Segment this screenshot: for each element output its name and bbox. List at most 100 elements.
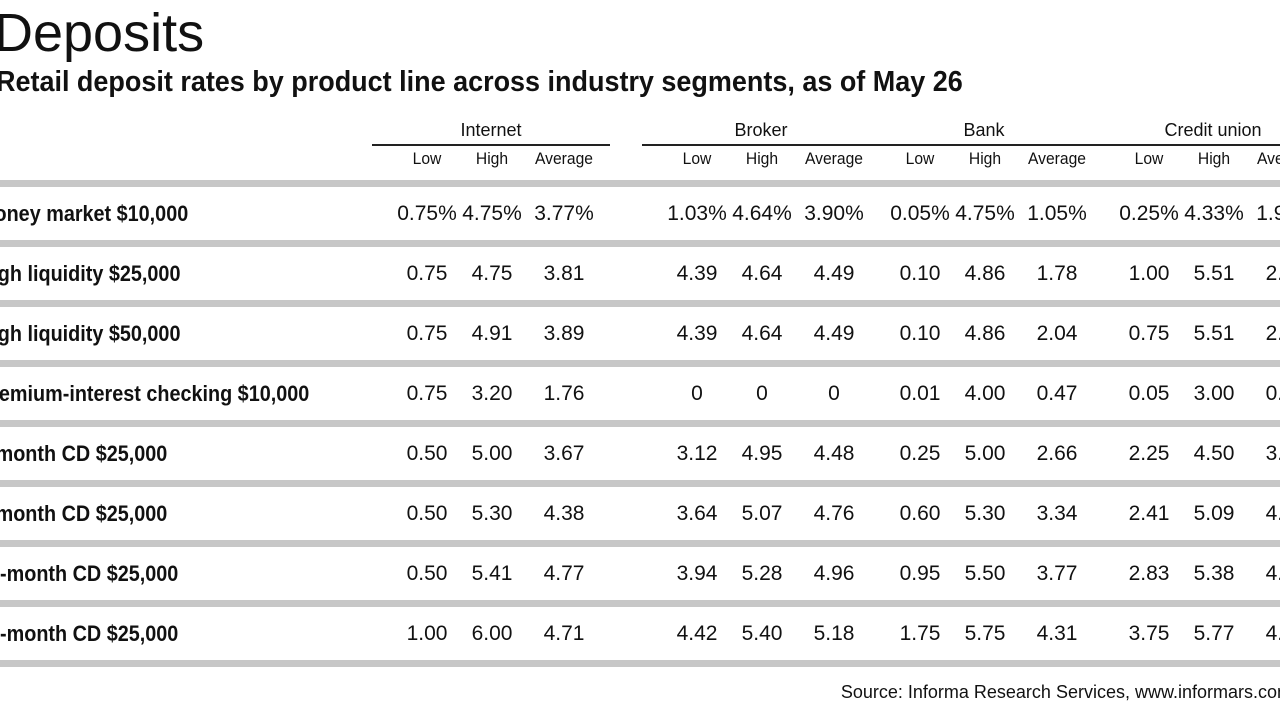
column-header: Average bbox=[1028, 149, 1086, 168]
table-cell: 4.38 bbox=[543, 502, 585, 525]
row-separator bbox=[0, 300, 1280, 307]
table-cell: 5.51 bbox=[1193, 322, 1235, 345]
row-separator bbox=[0, 360, 1280, 367]
page-title: Deposits bbox=[0, 3, 205, 63]
table-cell: 0.51 bbox=[1265, 382, 1280, 405]
table-cell: 0.05% bbox=[890, 202, 950, 225]
table-cell: 4.91 bbox=[471, 322, 513, 345]
table-cell: 4.33% bbox=[1184, 202, 1244, 225]
table-cell: 1.76 bbox=[543, 382, 585, 405]
table-cell: 3.34 bbox=[1036, 502, 1078, 525]
row-separator bbox=[0, 600, 1280, 607]
source-note: Source: Informa Research Services, www.i… bbox=[840, 682, 1280, 702]
group-header: Broker bbox=[734, 120, 788, 140]
column-header: Low bbox=[682, 149, 712, 168]
table-cell: 3.94 bbox=[676, 562, 718, 585]
row-label: High liquidity $25,000 bbox=[0, 261, 181, 286]
group-rule bbox=[865, 144, 1103, 146]
table-cell: 4.75 bbox=[471, 262, 513, 285]
row-separator bbox=[0, 540, 1280, 547]
column-header: Low bbox=[905, 149, 935, 168]
row-label: High liquidity $50,000 bbox=[0, 321, 181, 346]
table-cell: 0.50 bbox=[406, 502, 448, 525]
table-cell: 2.25 bbox=[1128, 442, 1170, 465]
table-cell: 0.50 bbox=[406, 442, 448, 465]
table-cell: 0.75 bbox=[406, 382, 448, 405]
row-separator bbox=[0, 420, 1280, 427]
column-header: Low bbox=[1134, 149, 1164, 168]
row-label: 3-month CD $25,000 bbox=[0, 441, 168, 466]
table-cell: 3.64 bbox=[676, 502, 718, 525]
row-separator bbox=[0, 240, 1280, 247]
table-cell: 0.01 bbox=[899, 382, 941, 405]
table-cell: 3.90% bbox=[804, 202, 864, 225]
table-cell: 3.12 bbox=[676, 442, 718, 465]
table-cell: 1.75 bbox=[899, 622, 941, 645]
group-header: Internet bbox=[460, 120, 522, 140]
column-header: Low bbox=[412, 149, 442, 168]
table-cell: 0.05 bbox=[1128, 382, 1170, 405]
table-cell: 2.66 bbox=[1036, 442, 1078, 465]
table-cell: 1.03% bbox=[667, 202, 727, 225]
table-cell: 4.48 bbox=[813, 442, 855, 465]
table-cell: 4.40 bbox=[1265, 562, 1280, 585]
table-cell: 0.47 bbox=[1036, 382, 1078, 405]
table-cell: 4.39 bbox=[676, 262, 718, 285]
table-cell: 3.77% bbox=[534, 202, 594, 225]
table-cell: 0 bbox=[828, 382, 840, 405]
column-header: Average bbox=[1257, 149, 1280, 168]
table-cell: 5.30 bbox=[471, 502, 513, 525]
table-cell: 0.95 bbox=[899, 562, 941, 585]
table-cell: 3.67 bbox=[543, 442, 585, 465]
table-row: Premium-interest checking $10,000 0.75 3.2… bbox=[0, 368, 1280, 420]
page-subtitle: Retail deposit rates by product line acr… bbox=[0, 66, 963, 98]
table-cell: 5.77 bbox=[1193, 622, 1235, 645]
table-cell: 5.40 bbox=[741, 622, 783, 645]
table-cell: 2.83 bbox=[1128, 562, 1170, 585]
table-cell: 3.81 bbox=[543, 262, 585, 285]
table-cell: 2.66 bbox=[1265, 322, 1280, 345]
table-cell: 3.20 bbox=[471, 382, 513, 405]
table-cell: 4.49 bbox=[813, 262, 855, 285]
table-cell: 1.78 bbox=[1036, 262, 1078, 285]
table-cell: 4.96 bbox=[813, 562, 855, 585]
column-header: High bbox=[745, 149, 779, 168]
table-cell: 4.64 bbox=[741, 322, 783, 345]
table-cell: 0.75 bbox=[406, 322, 448, 345]
table-cell: 4.71 bbox=[543, 622, 585, 645]
table-cell: 4.09 bbox=[1265, 502, 1280, 525]
table-cell: 0.10 bbox=[899, 262, 941, 285]
group-rule bbox=[372, 144, 610, 146]
table-cell: 4.75% bbox=[462, 202, 522, 225]
table-cell: 3.51 bbox=[1265, 442, 1280, 465]
table-cell: 0.50 bbox=[406, 562, 448, 585]
table-cell: 4.64% bbox=[732, 202, 792, 225]
table-cell: 4.75% bbox=[955, 202, 1015, 225]
table-cell: 4.31 bbox=[1036, 622, 1078, 645]
table-cell: 4.95 bbox=[741, 442, 783, 465]
table-cell: 4.77 bbox=[543, 562, 585, 585]
table-cell: 0.10 bbox=[899, 322, 941, 345]
table-cell: 2.04 bbox=[1036, 322, 1078, 345]
table-row: Money market $10,0000.75%4.75%3.77%1.03%… bbox=[0, 188, 1280, 240]
table-cell: 6.00 bbox=[471, 622, 513, 645]
table-cell: 0.60 bbox=[899, 502, 941, 525]
group-header: Bank bbox=[963, 120, 1005, 140]
table-row: 6-month CD $25,000 0.50 5.30 4.38 3.64 5.07 4.… bbox=[0, 488, 1280, 540]
row-label: 60-month CD $25,000 bbox=[0, 621, 179, 646]
table-row: 3-month CD $25,000 0.50 5.00 3.67 3.12 4.95 4.… bbox=[0, 428, 1280, 480]
table-row: High liquidity $25,000 0.75 4.75 3.81 4.39 4.… bbox=[0, 248, 1280, 300]
table-cell: 4.86 bbox=[964, 262, 1006, 285]
table-cell: 5.75 bbox=[964, 622, 1006, 645]
row-label: Money market $10,000 bbox=[0, 201, 189, 226]
table-cell: 4.86 bbox=[964, 322, 1006, 345]
table-cell: 4.49 bbox=[813, 322, 855, 345]
table-cell: 5.00 bbox=[964, 442, 1006, 465]
row-label: 12-month CD $25,000 bbox=[0, 561, 179, 586]
table-cell: 0.25% bbox=[1119, 202, 1179, 225]
table-row: 60-month CD $25,000 1.00 6.00 4.71 4.42 5.40 5… bbox=[0, 608, 1280, 660]
table-cell: 4.00 bbox=[964, 382, 1006, 405]
row-separator bbox=[0, 660, 1280, 667]
column-header: High bbox=[1197, 149, 1231, 168]
table-cell: 3.77 bbox=[1036, 562, 1078, 585]
